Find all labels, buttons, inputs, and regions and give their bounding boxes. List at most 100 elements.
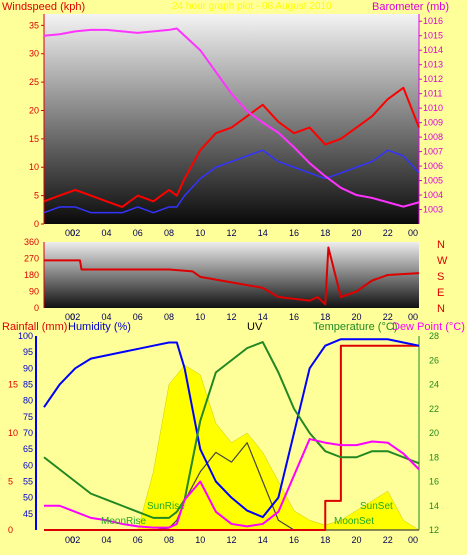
temp-tick-label: 18 (429, 452, 439, 462)
wind-plot-area (44, 14, 419, 224)
wind-x-tick-label: 06 (133, 228, 143, 238)
weather-x-tick-label: 14 (258, 535, 268, 545)
dewpoint-line (44, 438, 420, 529)
temp-tick-label: 24 (429, 380, 439, 390)
weather-x-tick-label: 00 (408, 535, 418, 545)
humidity-line (43, 338, 420, 519)
rain-tick-label: 0 (8, 525, 13, 535)
weather-x-tick-label: 18 (320, 535, 330, 545)
temperature-line (43, 341, 420, 519)
temp-tick-label: 16 (429, 477, 439, 487)
direction-x-tick-label: 00 (408, 312, 418, 322)
wind-x-tick-label: 12 (226, 228, 236, 238)
baro-tick-label: 1009 (423, 118, 443, 128)
rain-tick-label: 5 (8, 477, 13, 487)
direction-x-tick-label: 08 (164, 312, 174, 322)
temp-tick-label: 20 (429, 428, 439, 438)
humidity-tick-label: 50 (23, 493, 33, 503)
baro-tick-label: 1010 (423, 103, 443, 113)
wind-tick-label: 35 (29, 20, 39, 30)
sunrise-label: SunRise (147, 501, 185, 512)
humidity-tick-label: 75 (23, 412, 33, 422)
wind-x-tick-label: 14 (258, 228, 268, 238)
temperature-axis-title: Temperature (°C) (313, 321, 398, 333)
wind-tick-label: 15 (29, 134, 39, 144)
temp-tick-label: 26 (429, 355, 439, 365)
barometer-line (43, 27, 420, 208)
compass-n-top: N (437, 239, 445, 251)
windspeed-line (43, 86, 420, 208)
humidity-tick-label: 95 (23, 347, 33, 357)
weather-x-tick-label: 02 (70, 535, 80, 545)
weather-x-tick-label: 22 (383, 535, 393, 545)
wind-x-tick-label: 00 (408, 228, 418, 238)
direction-line (44, 246, 420, 306)
wind-x-tick-label: 16 (289, 228, 299, 238)
dewpoint-axis-title: Dew Point (°C) (392, 321, 465, 333)
wind-tick-label: 5 (34, 191, 39, 201)
direction-plot-area (44, 242, 419, 308)
weather-x-tick-label: 16 (289, 535, 299, 545)
compass-w: W (437, 255, 448, 267)
temp-tick-label: 28 (429, 331, 439, 341)
weather-x-tick-label: 06 (133, 535, 143, 545)
weather-x-tick-label: 20 (351, 535, 361, 545)
temp-tick-label: 22 (429, 404, 439, 414)
baro-tick-label: 1008 (423, 132, 443, 142)
wind-x-tick-label: 20 (351, 228, 361, 238)
baro-tick-label: 1004 (423, 190, 443, 200)
weather-x-tick-label: 12 (226, 535, 236, 545)
humidity-tick-label: 55 (23, 477, 33, 487)
wind-x-tick-label: 22 (383, 228, 393, 238)
weather-x-tick-label: 10 (195, 535, 205, 545)
humidity-tick-label: 65 (23, 444, 33, 454)
humidity-tick-label: 90 (23, 363, 33, 373)
weather-x-tick-label: 00 (65, 535, 75, 545)
humidity-tick-label: 70 (23, 428, 33, 438)
baro-tick-label: 1005 (423, 176, 443, 186)
wind-x-tick-label: 02 (70, 228, 80, 238)
baro-tick-label: 1014 (423, 45, 443, 55)
direction-tick-label: 0 (34, 303, 39, 313)
weather-x-tick-label: 08 (164, 535, 174, 545)
chart-title: 24 hour graph plot - 08 August 2010 (172, 1, 332, 12)
wind-x-tick-label: 04 (101, 228, 111, 238)
barometer-axis-title: Barometer (mb) (372, 1, 450, 13)
baro-tick-label: 1013 (423, 60, 443, 70)
humidity-axis-title: Humidity (%) (68, 321, 131, 333)
weather-x-tick-label: 04 (101, 535, 111, 545)
direction-x-tick-label: 10 (195, 312, 205, 322)
wind-x-tick-label: 08 (164, 228, 174, 238)
uv-axis-title: UV (247, 321, 263, 333)
humidity-tick-label: 45 (23, 509, 33, 519)
compass-n-bottom: N (437, 303, 445, 315)
baro-tick-label: 1011 (423, 89, 442, 99)
direction-x-tick-label: 14 (258, 312, 268, 322)
direction-x-tick-label: 22 (383, 312, 393, 322)
humidity-tick-label: 85 (23, 380, 33, 390)
rainfall-line (44, 344, 419, 531)
direction-x-tick-label: 04 (101, 312, 111, 322)
wind-x-tick-label: 10 (195, 228, 205, 238)
direction-x-tick-label: 16 (289, 312, 299, 322)
rain-tick-label: 15 (8, 380, 18, 390)
compass-s: S (437, 271, 445, 283)
humidity-tick-label: 100 (18, 331, 33, 341)
direction-x-tick-label: 00 (65, 312, 75, 322)
wind-tick-label: 20 (29, 105, 39, 115)
wind-tick-label: 10 (29, 162, 39, 172)
rain-tick-label: 10 (8, 428, 18, 438)
wind-x-tick-label: 18 (320, 228, 330, 238)
average-wind-line (43, 149, 420, 214)
rainfall-axis-title: Rainfall (mm) (2, 321, 68, 333)
direction-x-tick-label: 18 (320, 312, 330, 322)
baro-tick-label: 1012 (423, 74, 443, 84)
wind-tick-label: 25 (29, 77, 39, 87)
moonset-label: MoonSet (334, 516, 375, 527)
direction-x-tick-label: 20 (351, 312, 361, 322)
direction-tick-label: 90 (29, 287, 39, 297)
direction-x-tick-label: 06 (133, 312, 143, 322)
temp-tick-label: 14 (429, 501, 439, 511)
temp-tick-label: 12 (429, 525, 439, 535)
